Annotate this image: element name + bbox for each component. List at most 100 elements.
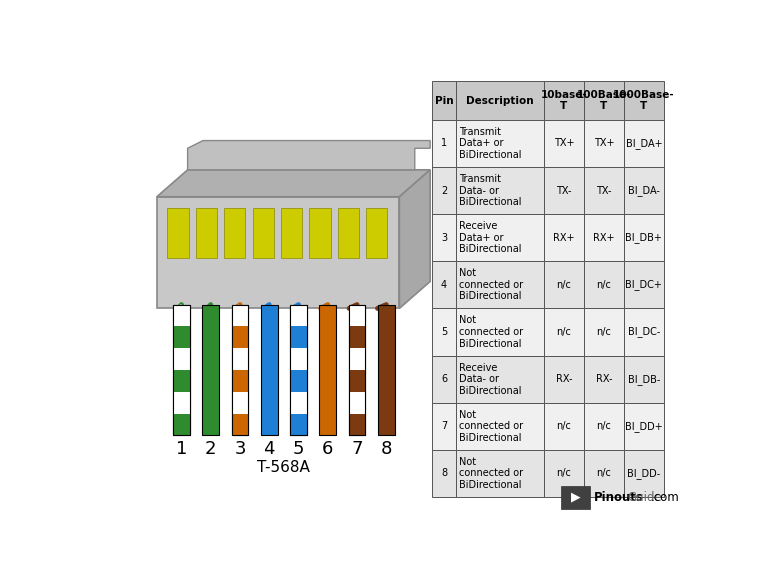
Text: 2: 2: [205, 440, 217, 458]
Bar: [349, 392, 365, 414]
Text: Not
connected or
BiDirectional: Not connected or BiDirectional: [459, 315, 524, 349]
Text: n/c: n/c: [597, 280, 611, 290]
Bar: [544, 356, 584, 403]
Bar: [456, 261, 544, 309]
Polygon shape: [157, 197, 399, 309]
Text: Transmit
Data+ or
BiDirectional: Transmit Data+ or BiDirectional: [459, 127, 522, 160]
Bar: [232, 414, 249, 436]
Text: 4: 4: [441, 280, 447, 290]
Bar: [624, 214, 664, 261]
Text: BI_DB-: BI_DB-: [628, 374, 660, 385]
Bar: [456, 403, 544, 450]
Bar: [624, 450, 664, 497]
Bar: [584, 81, 624, 120]
Text: TX-: TX-: [556, 185, 572, 196]
Bar: [232, 392, 249, 414]
Bar: [432, 450, 456, 497]
Text: 8: 8: [441, 468, 447, 479]
Bar: [290, 370, 307, 392]
Text: Pin: Pin: [434, 95, 453, 106]
Bar: [349, 304, 365, 436]
Bar: [378, 304, 395, 436]
Text: BI_DC+: BI_DC+: [625, 279, 662, 290]
Bar: [232, 304, 249, 436]
Bar: [290, 327, 307, 348]
Bar: [173, 370, 190, 392]
Text: RX+: RX+: [553, 232, 575, 243]
Text: n/c: n/c: [556, 468, 571, 479]
Text: n/c: n/c: [556, 327, 571, 337]
Bar: [232, 304, 249, 327]
Bar: [624, 81, 664, 120]
Bar: [624, 403, 664, 450]
Bar: [349, 304, 365, 327]
Bar: [290, 392, 307, 414]
Bar: [224, 209, 246, 259]
Bar: [349, 304, 365, 436]
Text: 7: 7: [441, 421, 447, 431]
Bar: [456, 81, 544, 120]
Text: RX-: RX-: [596, 374, 612, 384]
Text: BI_DD+: BI_DD+: [625, 421, 663, 432]
Bar: [544, 167, 584, 214]
Bar: [544, 403, 584, 450]
Bar: [232, 348, 249, 370]
Bar: [584, 120, 624, 167]
Bar: [309, 209, 331, 259]
Bar: [456, 356, 544, 403]
Text: Description: Description: [466, 95, 534, 106]
Polygon shape: [399, 170, 430, 309]
Text: Receive
Data+ or
BiDirectional: Receive Data+ or BiDirectional: [459, 221, 522, 254]
Text: TX-: TX-: [596, 185, 611, 196]
Text: n/c: n/c: [597, 421, 611, 431]
Text: RX+: RX+: [593, 232, 615, 243]
Bar: [173, 327, 190, 348]
Bar: [584, 356, 624, 403]
Bar: [432, 214, 456, 261]
Text: 6: 6: [322, 440, 333, 458]
Bar: [290, 304, 307, 327]
Text: RX-: RX-: [556, 374, 572, 384]
Bar: [584, 167, 624, 214]
Bar: [253, 209, 274, 259]
Text: n/c: n/c: [556, 280, 571, 290]
Text: n/c: n/c: [597, 468, 611, 479]
Bar: [232, 304, 249, 436]
Bar: [584, 309, 624, 356]
Bar: [432, 309, 456, 356]
Text: 1: 1: [441, 138, 447, 148]
Bar: [624, 309, 664, 356]
Text: Pinouts: Pinouts: [594, 490, 644, 504]
Text: Receive
Data- or
BiDirectional: Receive Data- or BiDirectional: [459, 363, 522, 396]
Bar: [432, 81, 456, 120]
Bar: [544, 120, 584, 167]
Text: 100Base-
T: 100Base- T: [577, 89, 631, 112]
Bar: [432, 120, 456, 167]
Text: 7: 7: [351, 440, 363, 458]
Bar: [290, 414, 307, 436]
Bar: [290, 304, 307, 436]
Text: Not
connected or
BiDirectional: Not connected or BiDirectional: [459, 268, 524, 302]
Bar: [167, 209, 189, 259]
Text: n/c: n/c: [597, 327, 611, 337]
Text: 3: 3: [234, 440, 246, 458]
Text: Not
connected or
BiDirectional: Not connected or BiDirectional: [459, 457, 524, 490]
Bar: [624, 261, 664, 309]
Bar: [366, 209, 388, 259]
Bar: [196, 209, 217, 259]
Bar: [173, 392, 190, 414]
Text: 1: 1: [176, 440, 187, 458]
Text: n/c: n/c: [556, 421, 571, 431]
Text: 5: 5: [441, 327, 447, 337]
Text: 5: 5: [293, 440, 305, 458]
Bar: [349, 370, 365, 392]
Bar: [349, 348, 365, 370]
Bar: [456, 167, 544, 214]
Bar: [456, 309, 544, 356]
Bar: [290, 304, 307, 436]
Text: Not
connected or
BiDirectional: Not connected or BiDirectional: [459, 410, 524, 443]
Bar: [432, 403, 456, 450]
Text: BI_DA+: BI_DA+: [625, 138, 662, 149]
Text: TX+: TX+: [594, 138, 614, 148]
Text: BI_DC-: BI_DC-: [628, 327, 660, 338]
